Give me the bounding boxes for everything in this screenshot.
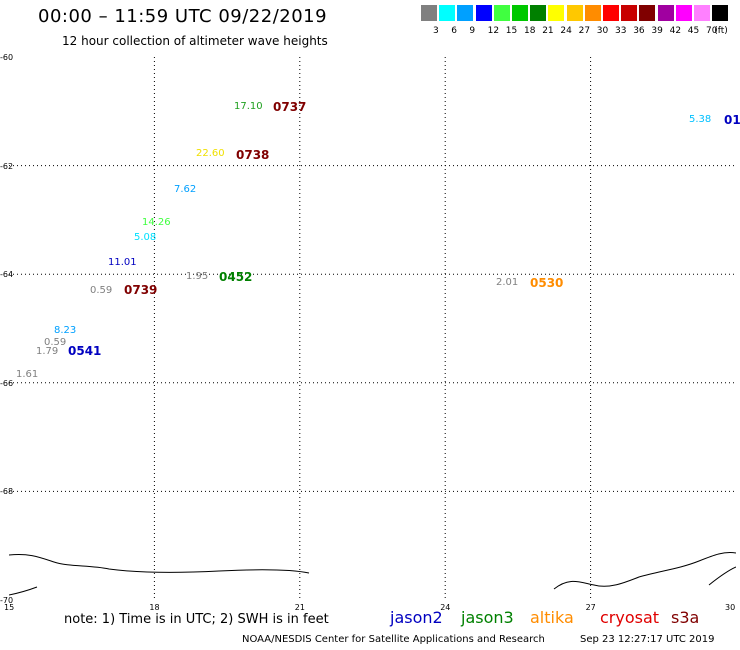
coastline-bottom: [9, 566, 736, 596]
latitude-label: -68: [0, 487, 14, 497]
wave-height-value: 17.10: [234, 101, 263, 112]
latitude-label: -60: [0, 53, 14, 62]
colorbar-swatch: [603, 5, 619, 21]
colorbar-label: 70: [706, 26, 718, 36]
colorbar-swatch: [530, 5, 547, 21]
legend-jason3: jason3: [461, 608, 514, 627]
colorbar-label: 3: [433, 26, 439, 36]
wave-height-value: 8.23: [54, 325, 77, 336]
antarctic-coastline: [9, 552, 736, 590]
colorbar-swatch: [694, 5, 710, 21]
map-title: 00:00 – 11:59 UTC 09/22/2019: [38, 6, 328, 27]
legend-s3a: s3a: [671, 608, 700, 627]
credit-line: NOAA/NESDIS Center for Satellite Applica…: [242, 634, 545, 645]
colorbar-label: 42: [669, 26, 682, 36]
gridlines: [9, 57, 736, 600]
generation-timestamp: Sep 23 12:27:17 UTC 2019: [580, 634, 715, 645]
latitude-label: -70: [0, 596, 14, 605]
colorbar-swatch: [657, 5, 674, 21]
wave-height-value: 7.62: [174, 184, 197, 195]
longitude-label: 24: [440, 603, 451, 612]
colorbar-label: 18: [524, 26, 536, 36]
colorbar-swatch: [566, 5, 583, 21]
colorbar-swatch: [548, 5, 565, 21]
wave-height-value: 22.60: [196, 148, 225, 159]
colorbar-swatch: [584, 5, 601, 21]
wave-height-value: 2.01: [496, 277, 519, 288]
longitude-label: 21: [294, 603, 305, 612]
pass-time-label: 0739: [124, 283, 158, 297]
colorbar-swatch: [621, 5, 638, 21]
colorbar-swatch: [675, 5, 692, 21]
colorbar-label: (ft): [714, 26, 728, 36]
footer-note: note: 1) Time is in UTC; 2) SWH is in fe…: [64, 612, 329, 627]
latitude-label: -64: [0, 270, 14, 280]
wave-height-value: 1.95: [186, 271, 209, 282]
wave-height-value: 0.59: [90, 285, 113, 296]
colorbar-swatch: [475, 5, 492, 21]
wave-height-value: 5.08: [134, 232, 157, 243]
pass-time-label: 0738: [236, 148, 270, 162]
colorbar-label: 39: [651, 26, 663, 36]
wave-height-value: 1.61: [16, 369, 39, 380]
wave-height-colorbar: 3 6 9 12 15 18 21 24 27 30 33 36 39 42 45 70 (ft): [421, 5, 731, 36]
colorbar-swatch: [439, 5, 456, 21]
colorbar-swatch: [421, 5, 437, 21]
map-frame: [9, 57, 736, 600]
colorbar-label: 12: [487, 26, 500, 36]
wave-height-value: 11.01: [108, 257, 137, 268]
colorbar-label: 6: [451, 26, 457, 36]
wave-height-value: 14.26: [142, 217, 171, 228]
colorbar-label: 33: [615, 26, 627, 36]
pass-time-label: 0737: [273, 100, 307, 114]
colorbar-swatch: [512, 5, 528, 21]
legend-jason2: jason2: [390, 608, 443, 627]
colorbar-label: 30: [596, 26, 609, 36]
colorbar-swatch: [712, 5, 729, 21]
colorbar-label: 21: [542, 26, 554, 36]
colorbar-swatch: [493, 5, 510, 21]
colorbar-swatch: [457, 5, 474, 21]
colorbar-label: 15: [505, 26, 518, 36]
pass-time-label: 0530: [530, 276, 564, 290]
wave-height-value: 5.38: [689, 114, 712, 125]
wave-height-value: 0.59: [44, 337, 67, 348]
latitude-label: -62: [0, 161, 14, 171]
colorbar-label: 9: [469, 26, 476, 36]
pass-time-label: 0541: [68, 344, 102, 358]
longitude-label: 18: [149, 603, 160, 612]
pass-time-label: 01: [724, 113, 740, 127]
latitude-label: -66: [0, 378, 14, 388]
legend-altika: altika: [530, 608, 574, 627]
legend-cryosat: cryosat: [600, 608, 660, 627]
pass-time-label: 0452: [219, 270, 253, 284]
colorbar-label: 27: [578, 26, 591, 36]
map-subtitle: 12 hour collection of altimeter wave hei…: [62, 34, 328, 48]
longitude-label: 15: [4, 603, 15, 612]
colorbar-label: 45: [687, 26, 700, 36]
colorbar-label: 24: [560, 26, 572, 36]
colorbar-swatch: [639, 5, 656, 21]
wave-height-value: 1.79: [36, 346, 59, 357]
longitude-label: 27: [585, 603, 596, 612]
longitude-label: 30: [725, 603, 736, 612]
colorbar-label: 36: [633, 26, 645, 36]
